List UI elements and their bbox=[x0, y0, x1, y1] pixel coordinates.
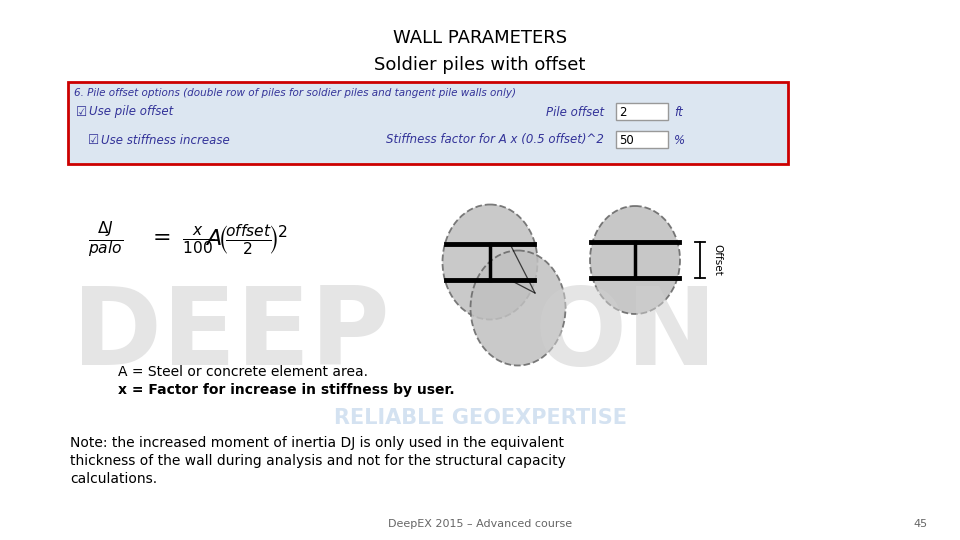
Text: calculations.: calculations. bbox=[70, 472, 157, 486]
FancyBboxPatch shape bbox=[616, 131, 668, 148]
Text: WALL PARAMETERS: WALL PARAMETERS bbox=[393, 29, 567, 47]
Text: $A\!\left(\!\frac{offset}{2}\!\right)^{\!2}$: $A\!\left(\!\frac{offset}{2}\!\right)^{\… bbox=[205, 222, 287, 258]
Text: 6. Pile offset options (double row of piles for soldier piles and tangent pile w: 6. Pile offset options (double row of pi… bbox=[74, 88, 516, 98]
Text: DEEP: DEEP bbox=[72, 282, 390, 388]
FancyBboxPatch shape bbox=[616, 103, 668, 120]
Text: $\frac{\Delta J}{palo}$: $\frac{\Delta J}{palo}$ bbox=[88, 220, 123, 260]
Text: Use pile offset: Use pile offset bbox=[89, 105, 173, 118]
FancyBboxPatch shape bbox=[68, 82, 788, 164]
Text: x = Factor for increase in stiffness by user.: x = Factor for increase in stiffness by … bbox=[118, 383, 455, 397]
Text: ☑: ☑ bbox=[76, 105, 87, 118]
Text: thickness of the wall during analysis and not for the structural capacity: thickness of the wall during analysis an… bbox=[70, 454, 565, 468]
Text: A = Steel or concrete element area.: A = Steel or concrete element area. bbox=[118, 365, 368, 379]
Text: 45: 45 bbox=[913, 519, 927, 529]
Text: RELIABLE GEOEXPERTISE: RELIABLE GEOEXPERTISE bbox=[333, 408, 627, 428]
Text: DeepEX 2015 – Advanced course: DeepEX 2015 – Advanced course bbox=[388, 519, 572, 529]
Text: Soldier piles with offset: Soldier piles with offset bbox=[374, 56, 586, 74]
Text: ON: ON bbox=[535, 282, 718, 388]
Text: Pile offset: Pile offset bbox=[546, 105, 604, 118]
Text: ft: ft bbox=[674, 105, 683, 118]
Text: Note: the increased moment of inertia DJ is only used in the equivalent: Note: the increased moment of inertia DJ… bbox=[70, 436, 564, 450]
Ellipse shape bbox=[443, 205, 538, 320]
Ellipse shape bbox=[470, 251, 565, 366]
Text: $=\ \frac{x}{100}$: $=\ \frac{x}{100}$ bbox=[148, 224, 214, 256]
Ellipse shape bbox=[590, 206, 680, 314]
Text: Use stiffness increase: Use stiffness increase bbox=[101, 133, 229, 146]
Text: %: % bbox=[674, 133, 685, 146]
Text: Stiffness factor for A x (0.5 offset)^2: Stiffness factor for A x (0.5 offset)^2 bbox=[386, 133, 604, 146]
Text: 50: 50 bbox=[619, 133, 634, 146]
Text: 2: 2 bbox=[619, 105, 627, 118]
Text: Offset: Offset bbox=[712, 244, 722, 276]
Text: ☑: ☑ bbox=[88, 133, 99, 146]
